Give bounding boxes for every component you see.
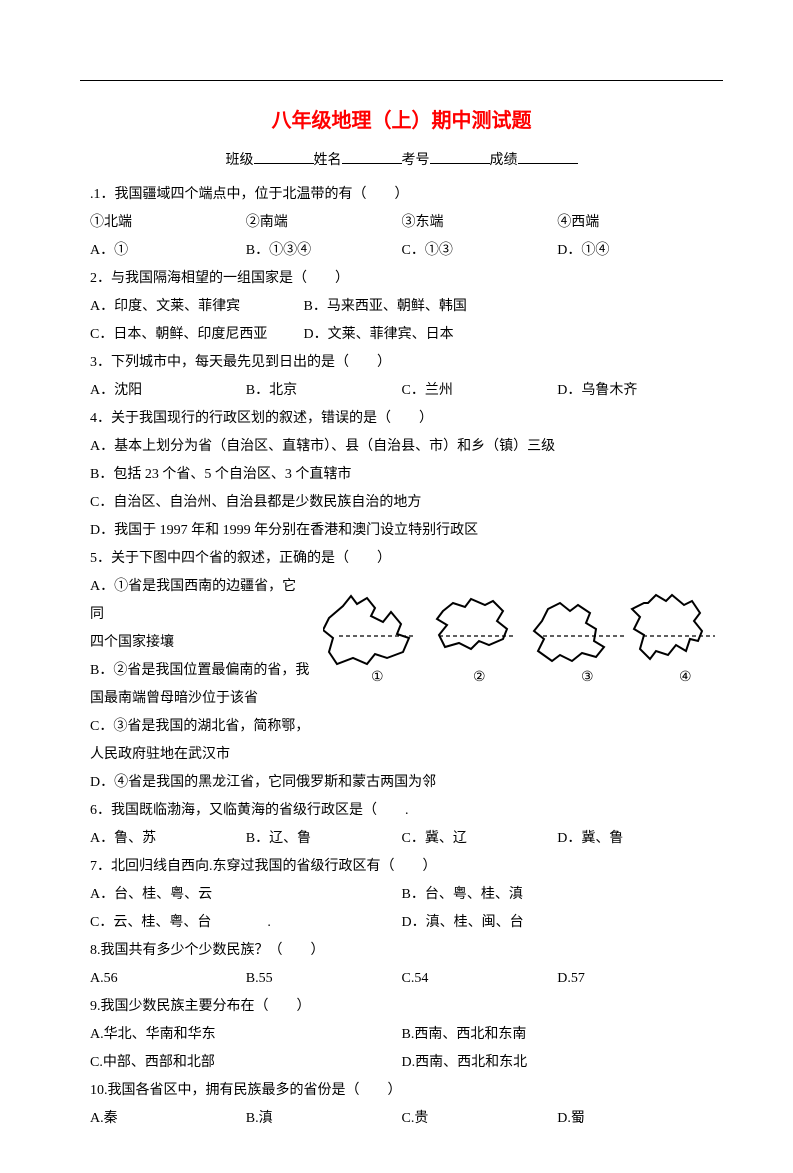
q2-stem: 2．与我国隔海相望的一组国家是（ ） [90,265,713,293]
q8-opt-c[interactable]: C.54 [402,965,558,993]
q7-opt-a[interactable]: A．台、桂、粤、云 [90,881,402,909]
q2-opt-c[interactable]: C．日本、朝鲜、印度尼西亚 [90,321,300,349]
q9-opt-d[interactable]: D.西南、西北和东北 [402,1049,714,1077]
exam-title: 八年级地理（上）期中测试题 [90,101,713,141]
q8-opt-d[interactable]: D.57 [557,965,713,993]
q2-opt-b[interactable]: B．马来西亚、朝鲜、韩国 [304,299,467,314]
q1-stem: .1．我国疆域四个端点中，位于北温带的有（ ） [90,181,713,209]
score-label: 成绩 [490,153,518,168]
q8-options: A.56 B.55 C.54 D.57 [90,965,713,993]
q3-options: A．沈阳 B．北京 C．兰州 D．乌鲁木齐 [90,377,713,405]
name-label: 姓名 [314,153,342,168]
q5-opt-d[interactable]: D．④省是我国的黑龙江省，它同俄罗斯和蒙古两国为邻 [90,769,713,797]
exam-no-label: 考号 [402,153,430,168]
q7-opt-c[interactable]: C．云、桂、粤、台 . [90,909,402,937]
q1-opt-a[interactable]: A．① [90,237,246,265]
q9-opt-c[interactable]: C.中部、西部和北部 [90,1049,402,1077]
exam-no-blank[interactable] [430,149,490,164]
q3-stem: 3．下列城市中，每天最先见到日出的是（ ） [90,349,713,377]
q3-opt-a[interactable]: A．沈阳 [90,377,246,405]
q1-item-4: ④西端 [557,209,713,237]
q9-opt-a[interactable]: A.华北、华南和华东 [90,1021,402,1049]
map-label-3: ③ [581,670,594,685]
name-blank[interactable] [342,149,402,164]
q6-stem: 6．我国既临渤海，又临黄海的省级行政区是（ . [90,797,713,825]
q1-item-1: ①北端 [90,209,246,237]
class-blank[interactable] [254,149,314,164]
q4-stem: 4．关于我国现行的行政区划的叙述，错误的是（ ） [90,405,713,433]
top-divider [80,80,723,81]
map-shape-1 [323,596,409,664]
q10-opt-d[interactable]: D.蜀 [557,1105,713,1133]
q9-opt-b[interactable]: B.西南、西北和东南 [402,1021,714,1049]
q6-options: A．鲁、苏 B．辽、鲁 C．冀、辽 D．冀、鲁 [90,825,713,853]
score-blank[interactable] [518,149,578,164]
map-label-2: ② [473,670,486,685]
q10-stem: 10.我国各省区中，拥有民族最多的省份是（ ） [90,1077,713,1105]
q2-opt-d[interactable]: D．文莱、菲律宾、日本 [304,327,454,342]
q7-options: A．台、桂、粤、云 B．台、粤、桂、滇 C．云、桂、粤、台 . D．滇、桂、闽、… [90,881,713,937]
q5-stem: 5．关于下图中四个省的叙述，正确的是（ ） [90,545,713,573]
q1-items: ①北端 ②南端 ③东端 ④西端 [90,209,713,237]
q3-opt-d[interactable]: D．乌鲁木齐 [557,377,713,405]
q7-opt-d[interactable]: D．滇、桂、闽、台 [402,909,714,937]
q1-options: A．① B．①③④ C．①③ D．①④ [90,237,713,265]
q4-opt-b[interactable]: B．包括 23 个省、5 个自治区、3 个直辖市 [90,461,713,489]
q10-opt-c[interactable]: C.贵 [402,1105,558,1133]
q1-opt-b[interactable]: B．①③④ [246,237,402,265]
q2-row1: A．印度、文莱、菲律宾 B．马来西亚、朝鲜、韩国 [90,293,713,321]
q6-opt-d[interactable]: D．冀、鲁 [557,825,713,853]
province-map-figure: ① ② ③ ④ [323,581,723,712]
q1-opt-d[interactable]: D．①④ [557,237,713,265]
q5-block: 5．关于下图中四个省的叙述，正确的是（ ） A．①省是我国西南的边疆省，它同 四… [90,545,713,797]
map-label-1: ① [371,670,384,685]
q6-opt-c[interactable]: C．冀、辽 [402,825,558,853]
q5-opt-a-1[interactable]: A．①省是我国西南的边疆省，它同 [90,573,310,629]
q9-stem: 9.我国少数民族主要分布在（ ） [90,993,713,1021]
q3-opt-b[interactable]: B．北京 [246,377,402,405]
q5-opt-a-2: 四个国家接壤 [90,629,310,657]
score-field[interactable]: 成绩 [490,147,578,175]
page: 八年级地理（上）期中测试题 班级 姓名 考号 成绩 .1．我国疆域四个端点中，位… [0,0,793,1173]
q4-opt-c[interactable]: C．自治区、自治州、自治县都是少数民族自治的地方 [90,489,713,517]
class-label: 班级 [226,153,254,168]
province-outlines-svg: ① ② ③ ④ [323,581,723,701]
q2-row2: C．日本、朝鲜、印度尼西亚 D．文莱、菲律宾、日本 [90,321,713,349]
q1-item-2: ②南端 [246,209,402,237]
q8-stem: 8.我国共有多少个少数民族？（ ） [90,937,713,965]
q8-opt-a[interactable]: A.56 [90,965,246,993]
q1-opt-c[interactable]: C．①③ [402,237,558,265]
q5-opt-c-1[interactable]: C．③省是我国的湖北省，简称鄂， [90,713,310,741]
q6-opt-b[interactable]: B．辽、鲁 [246,825,402,853]
q9-options: A.华北、华南和华东 B.西南、西北和东南 C.中部、西部和北部 D.西南、西北… [90,1021,713,1077]
q2-opt-a[interactable]: A．印度、文莱、菲律宾 [90,293,300,321]
map-shape-2 [437,599,507,649]
q7-stem: 7．北回归线自西向.东穿过我国的省级行政区有（ ） [90,853,713,881]
q8-opt-b[interactable]: B.55 [246,965,402,993]
map-label-4: ④ [679,670,692,685]
q1-item-3: ③东端 [402,209,558,237]
map-shape-4 [632,595,702,659]
student-info-row: 班级 姓名 考号 成绩 [90,147,713,175]
q10-options: A.秦 B.滇 C.贵 D.蜀 [90,1105,713,1133]
q4-opt-d[interactable]: D．我国于 1997 年和 1999 年分别在香港和澳门设立特别行政区 [90,517,713,545]
q3-opt-c[interactable]: C．兰州 [402,377,558,405]
q10-opt-a[interactable]: A.秦 [90,1105,246,1133]
map-shape-3 [534,603,604,661]
name-field[interactable]: 姓名 [314,147,402,175]
q6-opt-a[interactable]: A．鲁、苏 [90,825,246,853]
q10-opt-b[interactable]: B.滇 [246,1105,402,1133]
q5-opt-b-1[interactable]: B．②省是我国位置最偏南的省，我 [90,657,310,685]
exam-no-field[interactable]: 考号 [402,147,490,175]
q5-opt-c-2: 人民政府驻地在武汉市 [90,741,713,769]
q7-opt-b[interactable]: B．台、粤、桂、滇 [402,881,714,909]
class-field[interactable]: 班级 [226,147,314,175]
q5-opt-b-2: 国最南端曾母暗沙位于该省 [90,685,310,713]
q4-opt-a[interactable]: A．基本上划分为省（自治区、直辖市）、县（自治县、市）和乡（镇）三级 [90,433,713,461]
